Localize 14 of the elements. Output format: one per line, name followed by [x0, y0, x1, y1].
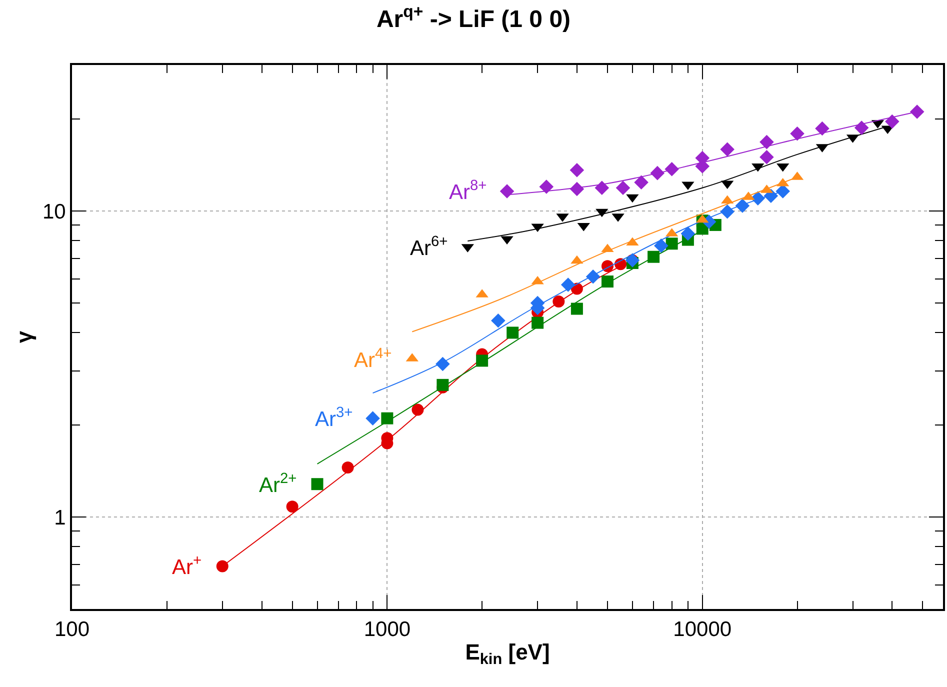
y-tick-label: 10: [42, 200, 66, 224]
series-label: Ar$^{6+}$: [410, 234, 448, 260]
series-label: Ar$^{4+}$: [354, 346, 392, 372]
x-tick-label: 10000: [673, 618, 732, 642]
series-label: Ar$^{8+}$: [449, 178, 487, 204]
chart-title: Ar$^{q+}$ -> LiF (1 0 0): [376, 2, 571, 34]
x-axis-title: E$_{kin}$ [eV]: [465, 640, 550, 668]
series-label: Ar$^{2+}$: [259, 471, 297, 497]
series-label: Ar$^{+}$: [172, 553, 202, 579]
x-tick-label: 1000: [364, 618, 411, 642]
y-axis-title: γ: [12, 330, 37, 344]
series-label: Ar$^{3+}$: [315, 405, 353, 431]
x-tick-label: 100: [54, 618, 90, 642]
y-tick-label: 1: [54, 506, 66, 530]
